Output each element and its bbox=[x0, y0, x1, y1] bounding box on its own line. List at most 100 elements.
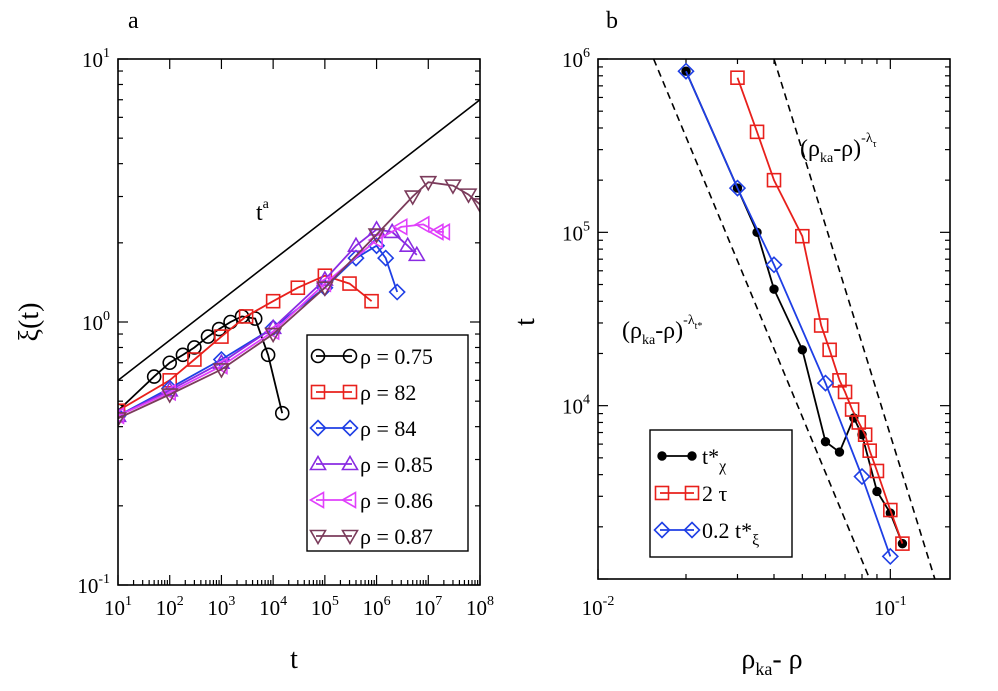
legend-entry: t*χ bbox=[657, 444, 727, 475]
data-point bbox=[367, 228, 386, 244]
data-point bbox=[290, 280, 306, 296]
legend-marker bbox=[309, 454, 327, 471]
legend-marker bbox=[310, 348, 326, 364]
data-point bbox=[822, 342, 837, 358]
data-point bbox=[862, 443, 877, 458]
data-point bbox=[881, 547, 899, 566]
data-point bbox=[766, 172, 782, 188]
data-point bbox=[274, 405, 290, 421]
legend-marker bbox=[309, 419, 327, 437]
y-tick-label: 106 bbox=[562, 46, 590, 72]
series-line bbox=[118, 274, 373, 412]
data-point bbox=[728, 179, 747, 197]
legend-label: ρ = 0.85 bbox=[360, 452, 433, 477]
data-point bbox=[434, 223, 451, 241]
data-point bbox=[211, 321, 227, 337]
legend-label: ρ = 0.87 bbox=[360, 524, 433, 549]
data-point bbox=[872, 486, 882, 497]
legend-label: 0.2 t*ξ bbox=[702, 518, 759, 549]
legend-marker bbox=[687, 451, 697, 461]
data-point bbox=[146, 369, 162, 384]
legend-marker bbox=[657, 451, 667, 461]
legend-marker bbox=[308, 491, 325, 509]
data-point bbox=[444, 179, 462, 195]
data-point bbox=[832, 373, 847, 388]
series-line bbox=[685, 70, 892, 557]
panel-a-ref-label: ta bbox=[256, 197, 270, 226]
data-point bbox=[407, 245, 426, 262]
panel-b-ylabel: t bbox=[510, 318, 541, 326]
x-tick-label: 105 bbox=[311, 594, 339, 620]
data-point bbox=[187, 340, 202, 355]
legend-entry: 2 τ bbox=[654, 481, 728, 506]
x-tick-label: 107 bbox=[414, 594, 442, 620]
data-point bbox=[765, 256, 783, 274]
data-point bbox=[347, 249, 365, 267]
y-tick-label: 105 bbox=[562, 219, 590, 245]
power-law-guide bbox=[652, 59, 871, 579]
data-point bbox=[857, 427, 873, 442]
data-point bbox=[797, 345, 808, 355]
data-point bbox=[118, 403, 126, 418]
legend-entry: ρ = 0.75 bbox=[310, 344, 433, 369]
panel-a-reference-line bbox=[118, 99, 480, 381]
data-point bbox=[347, 236, 365, 253]
data-point bbox=[820, 436, 831, 447]
data-point bbox=[414, 215, 430, 234]
data-point bbox=[428, 223, 444, 241]
legend-label: 2 τ bbox=[702, 481, 728, 506]
data-point bbox=[315, 274, 332, 293]
data-point bbox=[265, 293, 281, 309]
data-point bbox=[897, 538, 908, 549]
legend-label: ρ = 82 bbox=[360, 380, 416, 405]
panel-b-annotation-tau: (ρka-ρ)-λτ bbox=[800, 131, 877, 166]
data-point bbox=[160, 388, 179, 404]
data-point bbox=[471, 198, 480, 214]
series-line bbox=[118, 181, 480, 420]
data-point bbox=[895, 536, 910, 551]
legend-marker bbox=[309, 529, 327, 546]
panel-a-label: a bbox=[128, 8, 139, 34]
data-point bbox=[869, 463, 885, 479]
series-line bbox=[118, 228, 418, 417]
data-point bbox=[162, 373, 178, 388]
data-point bbox=[730, 70, 745, 86]
data-point bbox=[118, 412, 127, 428]
series-1 bbox=[730, 70, 910, 551]
data-point bbox=[364, 293, 379, 309]
x-tick-label: 103 bbox=[207, 594, 235, 620]
panel-b-dashed-lines bbox=[652, 59, 936, 579]
panel-a-legend-box bbox=[306, 334, 469, 552]
x-tick-label: 101 bbox=[104, 594, 132, 620]
data-point bbox=[813, 318, 829, 333]
legend-marker bbox=[684, 485, 700, 501]
legend-label: ρ = 0.86 bbox=[360, 488, 433, 513]
data-point bbox=[403, 190, 422, 206]
legend-marker bbox=[342, 348, 358, 364]
legend-entry: ρ = 0.85 bbox=[309, 452, 433, 477]
data-point bbox=[834, 447, 845, 457]
data-point bbox=[883, 502, 898, 518]
data-point bbox=[315, 281, 334, 297]
x-tick-label: 108 bbox=[466, 594, 494, 620]
y-tick-label: 10-1 bbox=[77, 572, 110, 598]
data-point bbox=[398, 236, 417, 253]
panel-b-annotation-tstar: (ρka-ρ)-λt* bbox=[622, 313, 702, 348]
data-point bbox=[383, 222, 402, 239]
legend-label: t*χ bbox=[702, 444, 727, 475]
series-5 bbox=[118, 175, 480, 428]
panel-b-label: b bbox=[606, 8, 618, 34]
y-tick-label: 101 bbox=[82, 46, 110, 72]
data-point bbox=[214, 329, 229, 344]
series-1 bbox=[118, 268, 379, 418]
legend-entry: ρ = 0.87 bbox=[309, 524, 433, 549]
legend-label: ρ = 84 bbox=[360, 416, 416, 441]
panel-b-series bbox=[677, 62, 910, 566]
x-tick-label: 10-2 bbox=[582, 594, 615, 620]
panel-a-series bbox=[118, 175, 480, 428]
panel-a-frame bbox=[117, 58, 481, 586]
data-point bbox=[419, 175, 438, 192]
y-tick-label: 100 bbox=[82, 309, 110, 335]
